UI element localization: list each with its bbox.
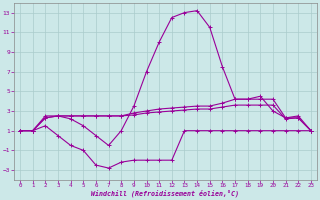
- X-axis label: Windchill (Refroidissement éolien,°C): Windchill (Refroidissement éolien,°C): [92, 190, 239, 197]
